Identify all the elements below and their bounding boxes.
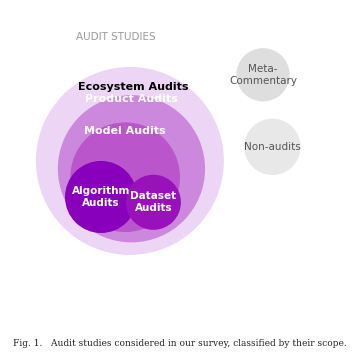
Circle shape — [70, 122, 180, 232]
Circle shape — [244, 119, 301, 175]
Text: AUDIT STUDIES: AUDIT STUDIES — [76, 32, 156, 42]
Text: Fig. 1.   Audit studies considered in our survey, classified by their scope.: Fig. 1. Audit studies considered in our … — [13, 339, 347, 348]
Text: Meta-
Commentary: Meta- Commentary — [229, 64, 297, 86]
Text: Non-audits: Non-audits — [244, 142, 301, 152]
Circle shape — [237, 48, 290, 101]
Circle shape — [126, 175, 181, 230]
Text: Algorithm
Audits: Algorithm Audits — [72, 186, 130, 208]
Text: Dataset
Audits: Dataset Audits — [130, 191, 176, 213]
Circle shape — [58, 95, 205, 243]
Text: Model Audits: Model Audits — [84, 126, 166, 136]
Circle shape — [36, 67, 224, 255]
Circle shape — [65, 161, 137, 233]
Text: Ecosystem Audits: Ecosystem Audits — [78, 82, 189, 92]
Text: Product Audits: Product Audits — [85, 94, 178, 104]
